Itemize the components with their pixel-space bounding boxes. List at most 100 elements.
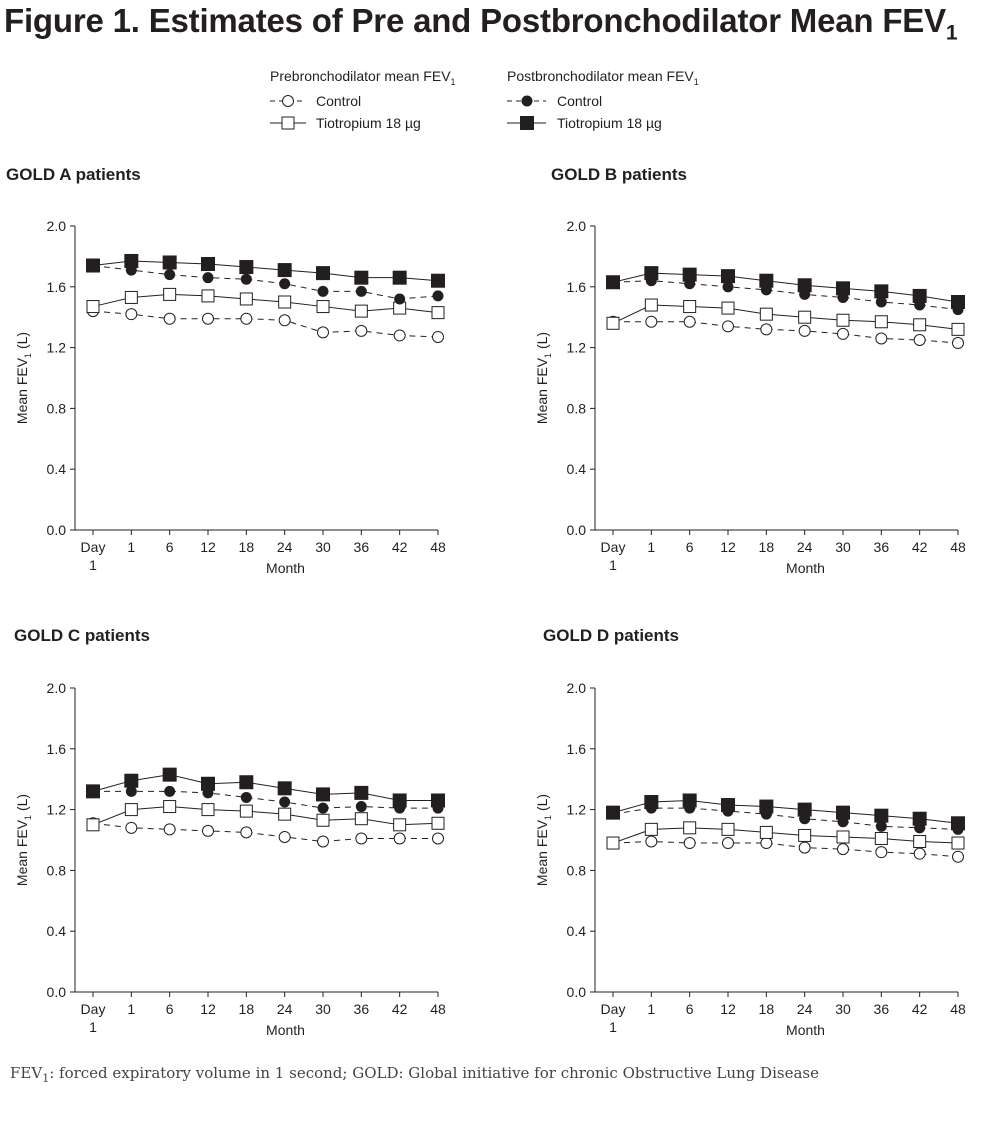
data-point-filled-circle bbox=[279, 278, 291, 290]
data-point-open-square bbox=[163, 287, 177, 301]
data-point-filled-square bbox=[86, 784, 100, 799]
chart-svg: 0.0 0.4 0.8 1.2 1.6 2.0 Day 1 1 6 12 18 24 30 36 42 48 Mo… bbox=[534, 680, 966, 1038]
series-open-square bbox=[86, 800, 445, 832]
data-point-open-circle bbox=[952, 850, 964, 863]
y-tick-label: 1.6 bbox=[567, 741, 587, 757]
legend-entry-pre-control: Control bbox=[270, 93, 361, 109]
x-tick-label: 42 bbox=[392, 1001, 408, 1017]
legend-label-pre-control: Control bbox=[316, 93, 361, 109]
x-tick-label: 48 bbox=[430, 539, 446, 555]
series-line bbox=[612, 807, 959, 830]
data-point-open-circle bbox=[837, 327, 849, 340]
data-point-filled-square bbox=[682, 267, 697, 282]
data-point-filled-square bbox=[606, 805, 620, 820]
data-point-open-square bbox=[278, 295, 292, 309]
data-point-filled-square bbox=[951, 295, 965, 309]
data-point-open-square bbox=[874, 315, 888, 329]
x-tick-label: 42 bbox=[912, 539, 928, 555]
data-point-open-square bbox=[354, 812, 368, 826]
data-point-open-circle bbox=[683, 315, 696, 328]
data-point-open-circle bbox=[722, 837, 734, 850]
data-point-open-square bbox=[836, 830, 850, 844]
y-axis-title: Mean FEV1 (L) bbox=[534, 794, 553, 886]
x-tick-label: 36 bbox=[354, 1001, 370, 1017]
panel-title: GOLD B patients bbox=[551, 165, 688, 184]
data-point-open-circle bbox=[432, 832, 444, 845]
data-point-filled-square bbox=[431, 793, 445, 808]
data-point-open-square bbox=[951, 322, 965, 336]
x-axis-title: Month bbox=[786, 560, 825, 576]
data-point-open-square bbox=[913, 835, 927, 849]
series-line bbox=[92, 822, 438, 843]
footnote-abbr-subscript: 1 bbox=[42, 1072, 50, 1085]
y-axis-title: Mean FEV1 (L) bbox=[534, 332, 553, 424]
series-line bbox=[92, 806, 439, 826]
data-point-open-square bbox=[86, 818, 100, 832]
x-axis-title: Month bbox=[266, 560, 305, 576]
data-point-filled-square bbox=[606, 275, 620, 290]
data-point-filled-square bbox=[797, 278, 812, 293]
data-point-open-circle bbox=[432, 330, 444, 343]
x-tick-label: 12 bbox=[720, 1001, 736, 1017]
x-tick-label: 1 bbox=[127, 539, 135, 555]
data-point-open-circle bbox=[683, 837, 696, 850]
data-point-open-square bbox=[759, 307, 773, 321]
data-point-filled-circle bbox=[317, 285, 329, 297]
y-axis-title: Mean FEV1 (L) bbox=[14, 794, 33, 886]
y-tick-label: 0.8 bbox=[47, 400, 67, 416]
data-point-open-circle bbox=[393, 329, 406, 342]
legend-label-post-tiotropium: Tiotropium 18 µg bbox=[557, 115, 662, 131]
data-point-open-circle bbox=[317, 835, 329, 848]
y-tick-label: 1.6 bbox=[47, 741, 67, 757]
data-point-filled-square bbox=[201, 257, 215, 271]
data-point-filled-square bbox=[277, 263, 292, 278]
series-filled-circle bbox=[87, 785, 444, 814]
data-point-open-circle bbox=[393, 832, 406, 845]
data-point-filled-circle bbox=[355, 801, 367, 813]
chart-svg: 0.0 0.4 0.8 1.2 1.6 2.0 Day 1 1 6 12 18 24 30 36 42 48 Mo… bbox=[14, 218, 446, 576]
data-point-open-circle bbox=[913, 334, 926, 346]
data-point-open-square bbox=[606, 836, 620, 850]
y-tick-label: 0.4 bbox=[567, 461, 587, 477]
data-point-filled-circle bbox=[394, 293, 406, 305]
data-point-open-circle bbox=[875, 332, 888, 345]
y-tick-label: 0.0 bbox=[47, 522, 67, 538]
data-point-filled-circle bbox=[202, 272, 214, 284]
data-point-filled-square bbox=[392, 793, 407, 808]
data-point-filled-square bbox=[721, 798, 735, 813]
data-point-open-circle bbox=[875, 846, 888, 859]
y-tick-label: 1.2 bbox=[47, 802, 67, 818]
data-point-open-circle bbox=[278, 830, 291, 843]
data-point-open-square bbox=[124, 803, 138, 817]
data-point-open-square bbox=[124, 290, 138, 304]
x-tick-label: 12 bbox=[720, 539, 736, 555]
data-point-open-circle bbox=[798, 841, 811, 854]
x-tick-label: 24 bbox=[277, 539, 293, 555]
data-point-open-circle bbox=[355, 832, 368, 845]
y-tick-label: 1.2 bbox=[567, 340, 587, 356]
x-tick-label: 6 bbox=[686, 1001, 694, 1017]
series-filled-square bbox=[86, 767, 445, 808]
x-tick-label: 48 bbox=[950, 539, 966, 555]
data-point-open-square bbox=[163, 800, 177, 814]
data-point-filled-circle bbox=[317, 802, 329, 814]
data-point-open-square bbox=[278, 807, 292, 821]
series-open-square bbox=[606, 821, 965, 850]
y-tick-label: 1.6 bbox=[567, 279, 587, 295]
data-point-open-circle bbox=[240, 312, 253, 325]
x-tick-label-line2: 1 bbox=[89, 1019, 97, 1035]
figure-title-subscript: 1 bbox=[945, 21, 958, 45]
series-line bbox=[92, 265, 439, 300]
data-point-open-square bbox=[354, 304, 368, 318]
data-point-open-square bbox=[683, 300, 697, 314]
data-point-open-square bbox=[721, 822, 735, 836]
data-point-filled-circle bbox=[355, 285, 367, 297]
chart-svg: 0.0 0.4 0.8 1.2 1.6 2.0 Day 1 1 6 12 18 24 30 36 42 48 Mo… bbox=[14, 680, 446, 1038]
x-tick-label: 36 bbox=[354, 539, 370, 555]
series-line bbox=[92, 293, 439, 314]
x-tick-label: 30 bbox=[835, 1001, 851, 1017]
x-axis-title: Month bbox=[786, 1022, 825, 1038]
x-tick-label: 48 bbox=[430, 1001, 446, 1017]
open-circle-marker-icon bbox=[282, 95, 294, 107]
series-filled-square bbox=[606, 793, 965, 831]
